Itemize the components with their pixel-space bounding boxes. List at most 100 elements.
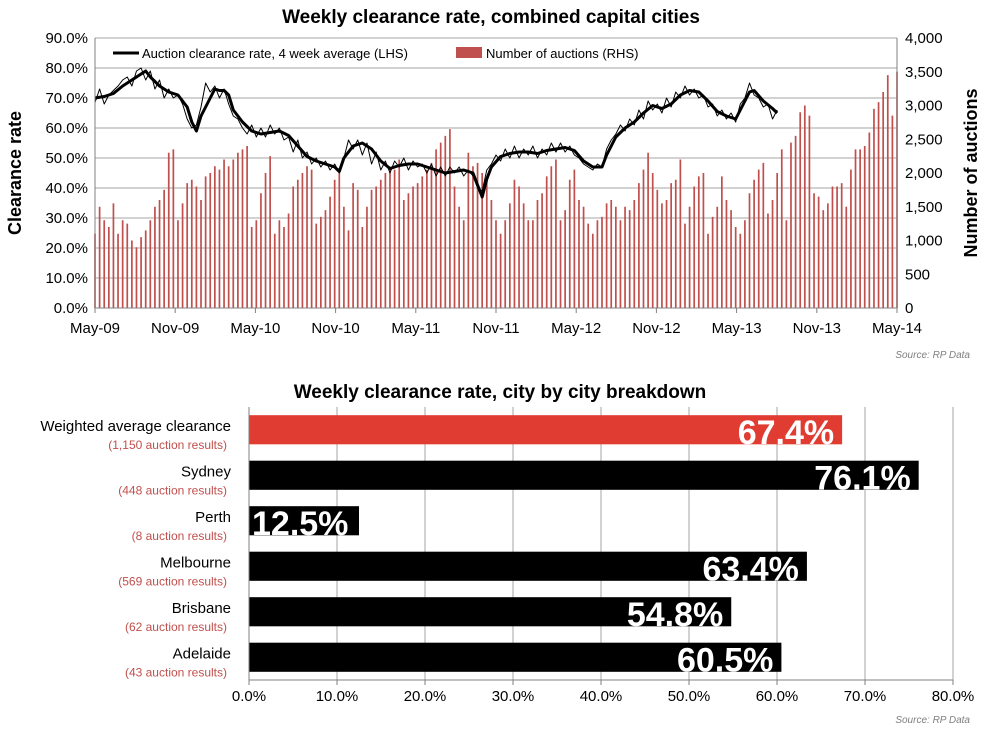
chart1-x-tick-label: May-11 xyxy=(391,320,440,337)
auction-bar xyxy=(854,149,857,308)
auction-bar xyxy=(564,210,566,308)
auction-bar xyxy=(499,233,502,308)
auction-bar xyxy=(135,247,138,308)
auction-bar xyxy=(154,206,156,308)
bar-value-label: 76.1% xyxy=(814,459,910,497)
auction-bar xyxy=(518,186,520,308)
auction-bar xyxy=(347,230,350,308)
auction-bar xyxy=(522,203,525,308)
category-label: Melbourne xyxy=(160,554,231,571)
auction-bar xyxy=(753,179,755,308)
chart1-y-tick-label: 90.0% xyxy=(45,30,88,47)
category-sublabel: (1,150 auction results) xyxy=(108,438,227,452)
chart1-y2-tick-label: 2,000 xyxy=(905,165,943,182)
chart1-auction-bars xyxy=(94,71,898,308)
auction-bar xyxy=(550,166,553,308)
auction-bar xyxy=(430,162,433,308)
chart2-x-tick-label: 40.0% xyxy=(580,688,623,705)
auction-bar xyxy=(264,173,267,308)
auction-bar xyxy=(324,210,327,308)
auction-bar xyxy=(559,220,562,308)
auction-bar xyxy=(333,179,336,308)
auction-bar xyxy=(859,149,861,308)
city-bar xyxy=(249,506,359,536)
auction-bar xyxy=(873,108,875,308)
bar-value-label: 67.4% xyxy=(738,414,834,452)
auction-bar xyxy=(785,220,788,308)
auction-bar xyxy=(356,189,359,308)
auction-bar xyxy=(393,169,396,308)
chart1-y-tick-label: 0.0% xyxy=(54,300,88,317)
chart1-x-tick-label: Nov-09 xyxy=(151,320,199,337)
auction-bar xyxy=(426,169,428,308)
auction-bar xyxy=(739,233,742,308)
auction-bar xyxy=(246,146,248,308)
chart1-y2-tick-label: 3,000 xyxy=(905,98,943,115)
auction-bar xyxy=(407,193,410,308)
auction-bar xyxy=(776,173,779,308)
auction-bar xyxy=(241,149,244,308)
auction-bar xyxy=(283,227,285,308)
auction-bar xyxy=(255,220,258,308)
category-sublabel: (62 auction results) xyxy=(125,620,227,634)
combined-capital-cities-chart: Weekly clearance rate, combined capital … xyxy=(5,7,981,361)
auction-bar xyxy=(822,210,825,308)
auction-bar xyxy=(831,186,834,308)
auction-bar xyxy=(107,227,110,308)
auction-bar xyxy=(541,193,543,308)
auction-bar xyxy=(453,186,456,308)
auction-bar xyxy=(794,135,797,308)
auction-bar xyxy=(181,203,184,308)
auction-bar xyxy=(195,186,198,308)
auction-bar xyxy=(536,200,539,308)
auction-bar xyxy=(352,183,354,308)
category-label: Brisbane xyxy=(172,600,231,617)
auction-bar xyxy=(121,220,124,308)
auction-bar xyxy=(840,183,843,308)
auction-bar xyxy=(306,166,308,308)
chart1-y2-tick-label: 1,000 xyxy=(905,233,943,250)
auction-bar xyxy=(707,233,709,308)
chart2-bars: 67.4% 76.1% 12.5% 63.4% 54.8% 60.5% xyxy=(249,414,919,679)
auction-bar xyxy=(495,220,497,308)
auction-bar xyxy=(697,176,700,308)
auction-bar xyxy=(734,227,737,308)
city-bar xyxy=(249,415,843,445)
auction-bar xyxy=(204,176,207,308)
chart2-x-tick-label: 50.0% xyxy=(668,688,711,705)
auction-bar xyxy=(596,220,599,308)
chart1-x-tick-label: May-09 xyxy=(70,320,120,337)
auction-bar xyxy=(730,210,732,308)
auction-bar xyxy=(310,169,313,308)
auction-bar xyxy=(568,179,571,308)
auction-bar xyxy=(131,240,133,308)
auction-bar xyxy=(587,223,590,308)
auction-bar xyxy=(412,186,414,308)
auction-bar xyxy=(744,220,746,308)
auction-bar xyxy=(250,227,253,308)
auction-bar xyxy=(527,220,530,308)
auction-bar xyxy=(467,152,470,308)
auction-bar xyxy=(172,149,175,308)
category-sublabel: (569 auction results) xyxy=(118,574,227,588)
chart2-axes: 0.0% 10.0% 20.0% 30.0% 40.0% 50.0% 60.0% 70.0% 8… xyxy=(232,407,974,705)
category-sublabel: (43 auction results) xyxy=(125,665,227,679)
auction-bar xyxy=(845,206,848,308)
auction-bar xyxy=(398,159,401,308)
auction-bar xyxy=(472,166,474,308)
auction-bar xyxy=(140,237,142,308)
auction-bar xyxy=(725,200,728,308)
auction-bar xyxy=(638,183,640,308)
chart1-x-tick-label: May-13 xyxy=(712,320,762,337)
auction-bar xyxy=(886,75,889,308)
auction-bar xyxy=(287,213,290,308)
chart1-legend: Auction clearance rate, 4 week average (… xyxy=(113,46,638,61)
auction-bar xyxy=(476,162,479,308)
auction-bar xyxy=(808,115,811,308)
auction-bar xyxy=(573,169,576,308)
auction-bar xyxy=(614,206,617,308)
auction-bar xyxy=(158,200,161,308)
auction-bar xyxy=(591,233,594,308)
